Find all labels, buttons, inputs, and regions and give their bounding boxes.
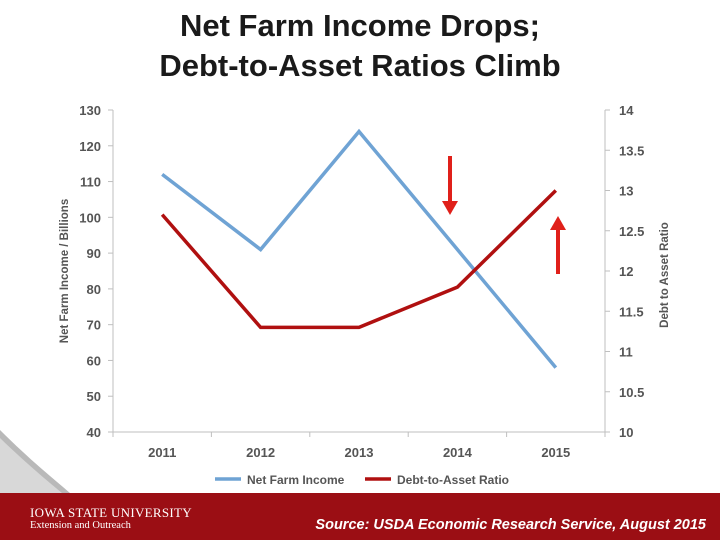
left-axis-title: Net Farm Income / Billions bbox=[59, 199, 71, 343]
down-arrow-annotation-head bbox=[442, 201, 458, 215]
left-tick-label: 110 bbox=[80, 175, 101, 190]
right-tick-label: 11.5 bbox=[619, 304, 644, 319]
logo-subtitle: Extension and Outreach bbox=[30, 520, 131, 531]
x-tick-label: 2012 bbox=[246, 445, 275, 460]
title-line-2: Debt-to-Asset Ratios Climb bbox=[159, 48, 561, 83]
up-arrow-annotation bbox=[550, 216, 566, 274]
x-tick-label: 2013 bbox=[345, 445, 374, 460]
left-tick-label: 60 bbox=[87, 353, 101, 368]
right-tick-label: 14 bbox=[619, 103, 634, 118]
left-tick-label: 80 bbox=[87, 282, 101, 297]
legend-label: Debt-to-Asset Ratio bbox=[397, 473, 509, 487]
right-tick-label: 12 bbox=[619, 264, 633, 279]
right-tick-label: 13.5 bbox=[619, 143, 644, 158]
right-tick-label: 11 bbox=[619, 345, 633, 360]
right-tick-label: 10 bbox=[619, 425, 633, 440]
line-chart: 130 120 110 100 90 80 70 60 50 40 14 13.5 13 12.5 12 11… bbox=[59, 103, 671, 487]
left-tick-label: 70 bbox=[87, 318, 101, 333]
legend-label: Net Farm Income bbox=[247, 473, 345, 487]
left-tick-label: 50 bbox=[87, 389, 101, 404]
right-tick-label: 12.5 bbox=[619, 224, 644, 239]
footer-bar bbox=[0, 493, 720, 540]
isu-logo: IOWA STATE UNIVERSITY Extension and Outr… bbox=[30, 506, 192, 532]
x-tick-label: 2015 bbox=[541, 445, 570, 460]
slide-title: Net Farm Income Drops; Debt-to-Asset Rat… bbox=[0, 6, 720, 86]
left-tick-label: 100 bbox=[79, 210, 101, 225]
left-tick-label: 40 bbox=[87, 425, 101, 440]
left-tick-label: 120 bbox=[79, 139, 101, 154]
right-axis-title: Debt to Asset Ratio bbox=[659, 222, 671, 328]
logo-university-name: IOWA STATE UNIVERSITY bbox=[30, 505, 192, 520]
up-arrow-annotation-head bbox=[550, 216, 566, 230]
footer-wave-decoration bbox=[0, 430, 720, 500]
left-tick-label: 130 bbox=[79, 103, 101, 118]
x-tick-label: 2014 bbox=[443, 445, 473, 460]
title-line-1: Net Farm Income Drops; bbox=[179, 8, 540, 43]
right-tick-label: 10.5 bbox=[619, 385, 644, 400]
debt-ratio-line bbox=[160, 189, 558, 330]
down-arrow-annotation bbox=[442, 156, 458, 215]
right-tick-label: 13 bbox=[619, 184, 633, 199]
x-tick-label: 2011 bbox=[148, 445, 176, 460]
net-income-line bbox=[161, 128, 558, 369]
left-tick-label: 90 bbox=[87, 246, 101, 261]
source-citation: Source: USDA Economic Research Service, … bbox=[315, 517, 706, 533]
